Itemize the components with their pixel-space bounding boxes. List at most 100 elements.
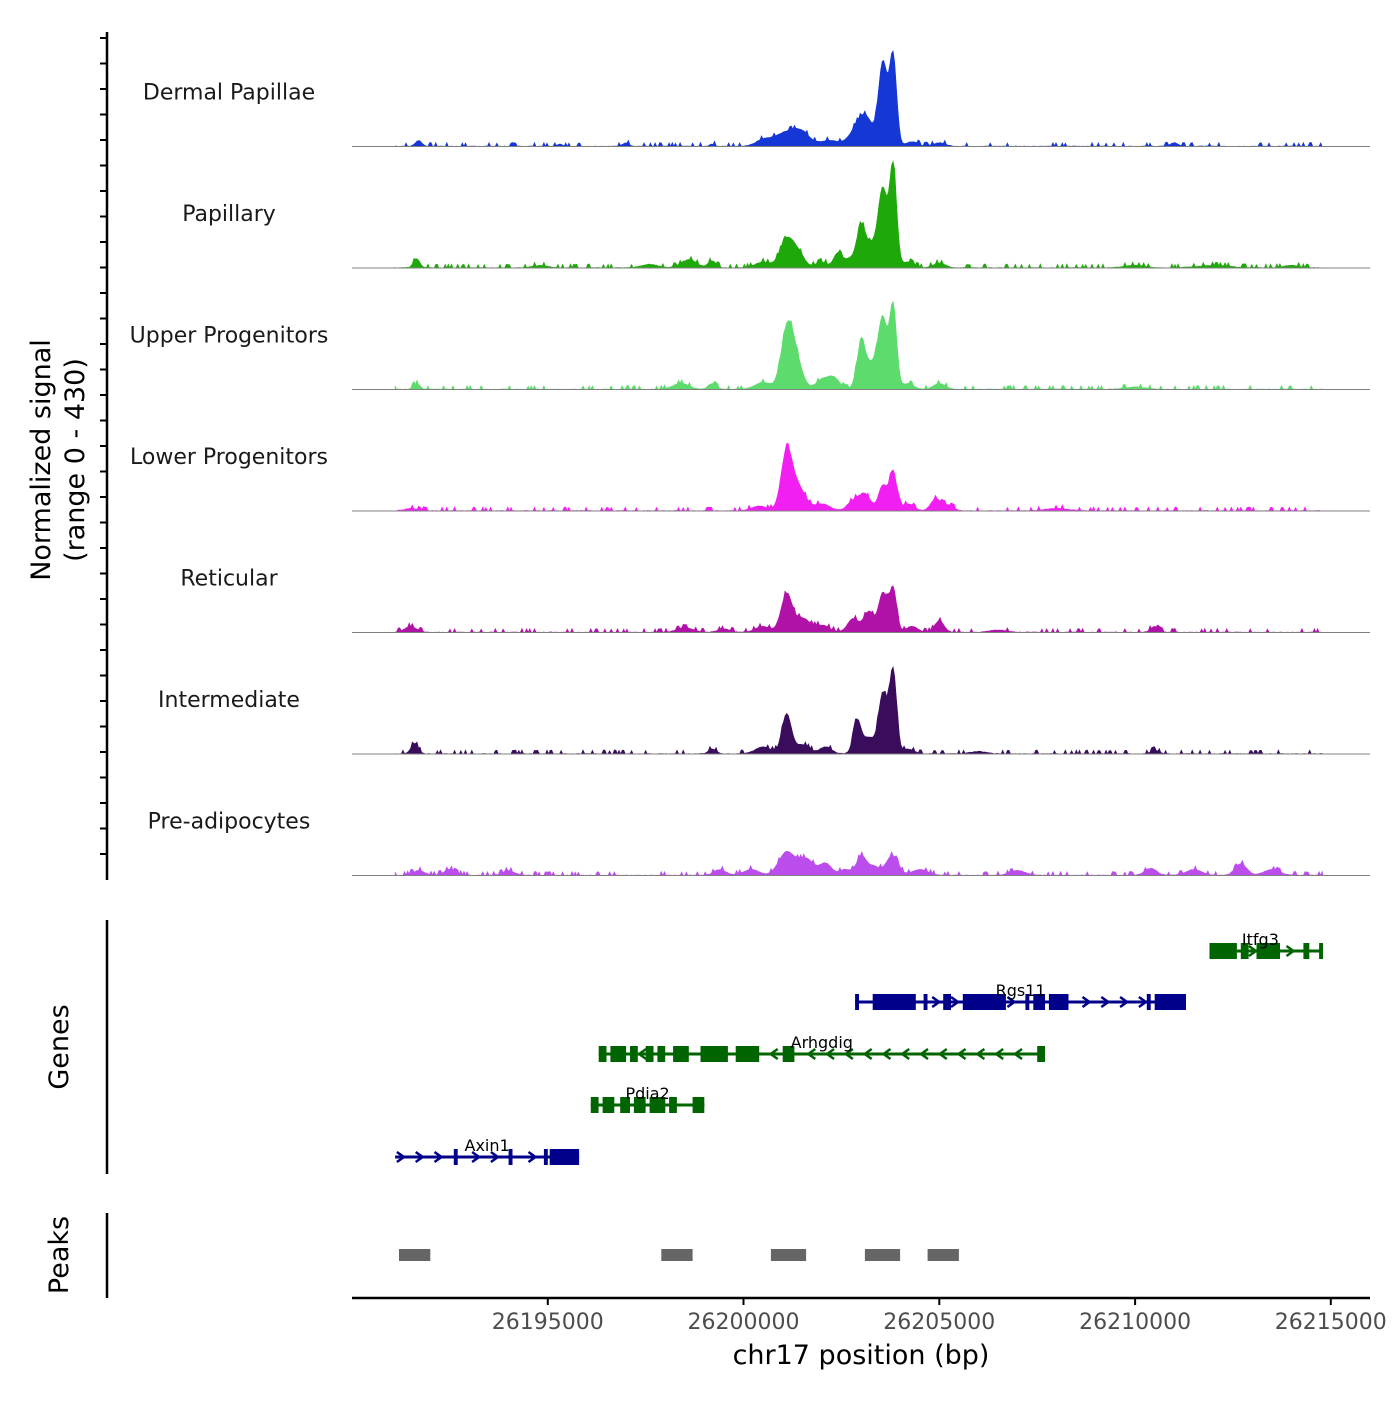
signal-area xyxy=(394,665,1325,755)
gene-exon xyxy=(602,1097,615,1113)
gene-exon xyxy=(549,1149,580,1165)
gene-exon xyxy=(962,994,1006,1010)
track-label: Intermediate xyxy=(158,688,300,713)
x-tick-label: 26215000 xyxy=(1275,1310,1387,1335)
gene-model: Pdia2 xyxy=(590,1084,705,1113)
gene-exon xyxy=(1037,1046,1045,1062)
gene-exon xyxy=(1048,994,1069,1010)
gene-exon xyxy=(1319,943,1323,959)
strand-arrow xyxy=(843,1047,854,1061)
gene-exon xyxy=(1256,943,1280,959)
track-label: Reticular xyxy=(180,567,278,592)
peak-region xyxy=(399,1249,431,1261)
gene-model: Arhgdig xyxy=(598,1033,1045,1062)
gene-exon xyxy=(1146,994,1151,1010)
strand-arrow xyxy=(1248,944,1259,958)
gene-exon xyxy=(633,1097,646,1113)
gene-label: Itfg3 xyxy=(1242,930,1279,949)
strand-arrow xyxy=(1006,995,1017,1009)
signal-track: Papillary xyxy=(182,160,1370,269)
x-tick-label: 26200000 xyxy=(688,1310,800,1335)
track-label: Upper Progenitors xyxy=(130,324,329,349)
strand-arrow xyxy=(931,995,942,1009)
gene-label: Axin1 xyxy=(465,1136,510,1155)
strand-arrow xyxy=(471,1150,482,1164)
peaks-panel-title: Peaks xyxy=(44,1216,75,1294)
signal-y-axis-ticks xyxy=(100,37,107,855)
signal-tracks: Dermal Papillae Papillary Upper Progenitor… xyxy=(130,50,1370,877)
gene-exon xyxy=(657,1046,666,1062)
strand-arrow xyxy=(1012,1047,1023,1061)
strand-arrow xyxy=(862,1047,873,1061)
gene-exon xyxy=(673,1046,689,1062)
x-axis-title: chr17 position (bp) xyxy=(733,1340,990,1371)
strand-arrow xyxy=(881,1047,892,1061)
signal-area xyxy=(394,300,1325,391)
gene-exon xyxy=(855,994,859,1010)
signal-area xyxy=(394,160,1324,269)
gene-model: Rgs11 xyxy=(855,981,1186,1010)
strand-arrow xyxy=(636,1047,647,1061)
gene-label: Pdia2 xyxy=(625,1084,669,1103)
gene-exon xyxy=(620,1097,630,1113)
x-tick-label: 26210000 xyxy=(1079,1310,1191,1335)
gene-exon xyxy=(1303,943,1310,959)
gene-exon xyxy=(943,994,951,1010)
gene-exon xyxy=(1033,994,1045,1010)
signal-track: Dermal Papillae xyxy=(143,50,1370,148)
gene-exon xyxy=(1154,994,1186,1010)
strand-arrow xyxy=(806,1047,817,1061)
gene-exon xyxy=(649,1097,666,1113)
gene-exon xyxy=(610,1046,627,1062)
gene-exon xyxy=(645,1046,654,1062)
x-axis-ticks: 26195000 26200000 26205000 26210000 26215000 xyxy=(492,1298,1387,1335)
gene-annotations: Itfg3 Rgs11 Arhgdig Pdia2 Axin1 xyxy=(395,930,1323,1165)
peak-regions xyxy=(399,1249,959,1261)
strand-arrow xyxy=(1119,995,1130,1009)
gene-model: Itfg3 xyxy=(1209,930,1323,959)
strand-arrow xyxy=(768,1047,779,1061)
y-axis-title-line1: Normalized signal xyxy=(26,339,57,581)
gene-exon xyxy=(782,1046,795,1062)
gene-exon xyxy=(1240,943,1249,959)
strand-arrow xyxy=(433,1150,444,1164)
track-label: Papillary xyxy=(182,202,276,227)
strand-arrow xyxy=(1138,995,1149,1009)
strand-arrow xyxy=(1081,995,1092,1009)
gene-exon xyxy=(872,994,916,1010)
gene-label: Arhgdig xyxy=(791,1033,853,1052)
genes-panel-title: Genes xyxy=(44,1004,75,1089)
gene-exon xyxy=(1025,994,1030,1010)
signal-area xyxy=(394,443,1323,512)
signal-track: Lower Progenitors xyxy=(130,443,1370,512)
strand-arrow xyxy=(937,1047,948,1061)
gene-label: Rgs11 xyxy=(996,981,1046,1000)
gene-exon xyxy=(669,1097,677,1113)
strand-arrow xyxy=(994,1047,1004,1061)
gene-exon xyxy=(1209,943,1237,959)
track-label: Lower Progenitors xyxy=(130,445,328,470)
strand-arrow xyxy=(900,1047,910,1061)
strand-arrow xyxy=(414,1150,425,1164)
signal-track: Pre-adipocytes xyxy=(148,810,1370,877)
strand-arrow xyxy=(396,1150,407,1164)
strand-arrow xyxy=(527,1150,538,1164)
strand-arrow xyxy=(950,995,961,1009)
x-tick-label: 26195000 xyxy=(492,1310,604,1335)
peak-region xyxy=(864,1249,901,1261)
gene-model: Axin1 xyxy=(395,1136,580,1165)
peak-region xyxy=(661,1249,693,1261)
strand-arrow xyxy=(956,1047,967,1061)
peak-region xyxy=(770,1249,807,1261)
strand-arrow xyxy=(975,1047,986,1061)
strand-arrow xyxy=(824,1047,835,1061)
track-label: Pre-adipocytes xyxy=(148,810,311,835)
strand-arrow xyxy=(918,1047,929,1061)
gene-exon xyxy=(692,1097,705,1113)
gene-exon xyxy=(923,994,928,1010)
signal-track: Upper Progenitors xyxy=(130,300,1370,391)
signal-track: Reticular xyxy=(180,567,1370,634)
y-axis-title-line2: (range 0 - 430) xyxy=(60,358,91,562)
